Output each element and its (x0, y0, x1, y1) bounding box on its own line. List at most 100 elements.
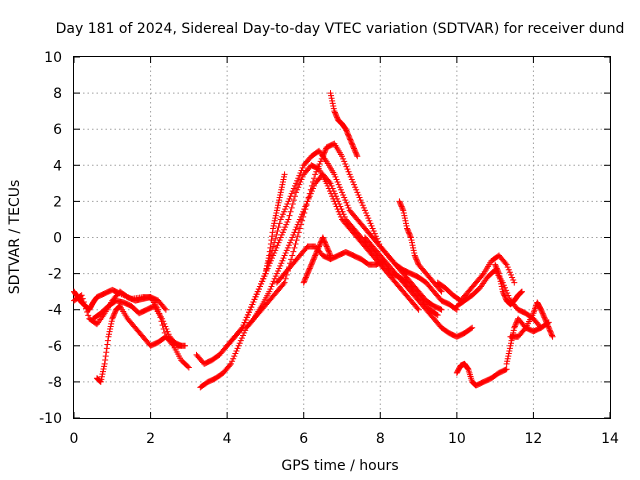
data-point (287, 208, 294, 215)
data-point (505, 266, 512, 273)
data-point (307, 186, 314, 193)
data-point (351, 146, 358, 153)
data-points (71, 90, 556, 391)
data-point (276, 197, 283, 204)
data-point (295, 184, 302, 191)
data-point (348, 140, 355, 147)
data-point (288, 204, 295, 211)
data-point (308, 182, 315, 189)
data-point (293, 189, 300, 196)
data-point (277, 262, 284, 269)
data-point (285, 242, 292, 249)
data-point (541, 314, 548, 321)
data-point (464, 365, 471, 372)
data-point (101, 363, 108, 370)
data-point (106, 328, 113, 335)
data-point (164, 328, 171, 335)
data-point (307, 264, 314, 271)
data-point (308, 260, 315, 267)
data-point (302, 206, 309, 213)
data-point (452, 305, 459, 312)
data-point (281, 226, 288, 233)
x-tick-label: 14 (601, 431, 619, 447)
data-point (241, 319, 248, 326)
data-point (307, 262, 314, 269)
data-point (311, 175, 318, 182)
data-point (275, 199, 282, 206)
data-point (289, 188, 296, 195)
data-point (342, 197, 349, 204)
data-point (507, 342, 514, 349)
data-point (396, 198, 403, 205)
data-point (328, 95, 335, 102)
y-tick-label: -8 (48, 375, 62, 391)
data-point (346, 135, 353, 142)
data-point (410, 247, 417, 254)
data-point (178, 342, 185, 349)
data-point (369, 225, 376, 232)
data-point (306, 265, 313, 272)
data-point (297, 221, 304, 228)
data-point (265, 257, 272, 264)
data-point (266, 288, 273, 295)
data-point (296, 181, 303, 188)
data-point (103, 349, 110, 356)
data-point (316, 161, 323, 168)
data-point (324, 244, 331, 251)
data-point (375, 238, 382, 245)
data-point (108, 318, 115, 325)
data-point (240, 332, 247, 339)
data-point (280, 176, 287, 183)
data-point (504, 358, 511, 365)
x-tick-label: 8 (376, 431, 385, 447)
data-point (278, 231, 285, 238)
data-point (545, 323, 552, 330)
data-point (332, 193, 339, 200)
data-point (345, 204, 352, 211)
data-point (469, 324, 476, 331)
data-point (336, 200, 343, 207)
data-point (277, 189, 284, 196)
data-point (334, 114, 341, 121)
data-point (402, 220, 409, 227)
data-point (543, 319, 550, 326)
data-point (104, 341, 111, 348)
data-point (357, 197, 364, 204)
data-point (329, 97, 336, 104)
data-point (271, 239, 278, 246)
data-point (402, 217, 409, 224)
data-point (408, 237, 415, 244)
data-point (286, 195, 293, 202)
data-point (414, 305, 421, 312)
data-point (274, 242, 281, 249)
series-sat-s (507, 299, 556, 340)
data-point (298, 176, 305, 183)
data-point (400, 210, 407, 217)
data-point (109, 314, 116, 321)
data-point (330, 102, 337, 109)
data-point (358, 199, 365, 206)
data-point (292, 240, 299, 247)
data-point (501, 292, 508, 299)
data-point (547, 329, 554, 336)
data-point (274, 228, 281, 235)
data-point (244, 311, 251, 318)
data-point (102, 356, 109, 363)
data-point (291, 182, 298, 189)
data-point (308, 261, 315, 268)
data-point (310, 257, 317, 264)
data-point (495, 270, 502, 277)
data-point (243, 314, 250, 321)
data-point (543, 318, 550, 325)
data-point (301, 210, 308, 217)
data-point (344, 166, 351, 173)
data-point (503, 360, 510, 367)
data-point (368, 222, 375, 229)
data-point (502, 295, 509, 302)
data-point (345, 131, 352, 138)
data-point (273, 231, 280, 238)
data-point (353, 151, 360, 158)
data-point (339, 189, 345, 196)
data-point (297, 170, 304, 177)
data-point (356, 194, 363, 201)
